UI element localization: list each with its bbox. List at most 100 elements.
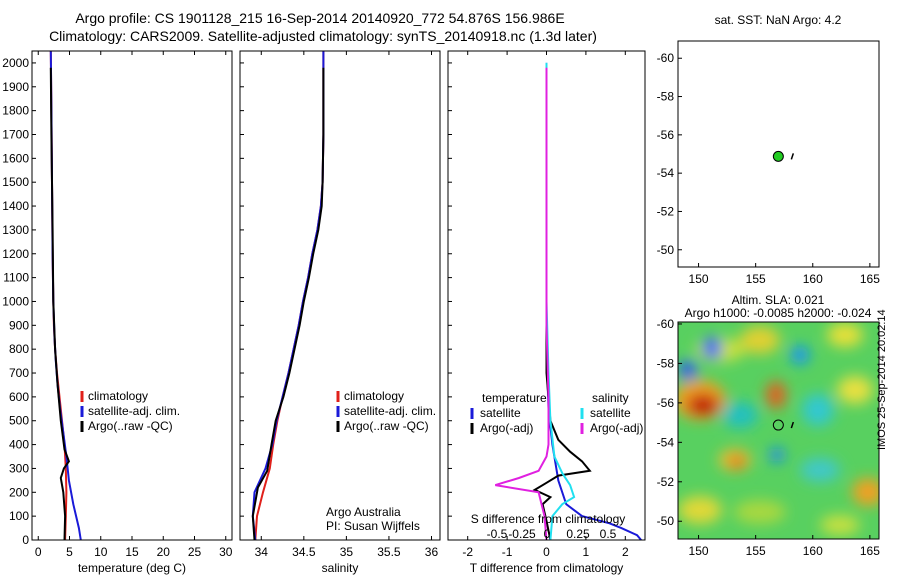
y-tick-label: -56 xyxy=(657,396,675,410)
series-line-salinity-2 xyxy=(251,67,325,541)
y-tick-label: 1600 xyxy=(2,151,29,165)
x-tick-label: -2 xyxy=(462,545,473,559)
legend-label: Argo(-adj) xyxy=(480,421,533,435)
x-tick-label: 150 xyxy=(689,272,709,286)
x-tick-label-S: -0.25 xyxy=(508,527,536,541)
x-tick-label: 155 xyxy=(746,272,766,286)
x-tick-label: 36 xyxy=(425,545,439,559)
y-tick-label: 1800 xyxy=(2,104,29,118)
y-tick-label: 1100 xyxy=(3,271,29,285)
series-line-differences-3 xyxy=(495,67,550,541)
plot-frame-temperature xyxy=(31,50,233,541)
x-tick-label-S: 0.5 xyxy=(600,527,617,541)
float-track xyxy=(790,153,795,160)
y-tick-label: 1300 xyxy=(2,223,29,237)
figure-title-line1: Argo profile: CS 1901128_215 16-Sep-2014… xyxy=(75,10,565,26)
sla-map-title-line2: Argo h1000: -0.0085 h2000: -0.024 xyxy=(685,306,872,320)
x-tick-label: -1 xyxy=(502,545,513,559)
x-tick-label-S: 0.25 xyxy=(566,527,590,541)
y-tick-label: -54 xyxy=(657,166,675,180)
x-tick-label: 34.5 xyxy=(292,545,316,559)
y-tick-label: -52 xyxy=(657,475,675,489)
x-axis-label-top: S difference from climatology xyxy=(471,512,626,526)
x-tick-label: 155 xyxy=(746,544,766,558)
y-tick-label: 1200 xyxy=(2,247,29,261)
y-tick-label: -60 xyxy=(657,51,675,65)
y-tick-label: 100 xyxy=(9,509,29,523)
legend-group-title: salinity xyxy=(592,391,629,405)
float-position-marker xyxy=(772,419,784,431)
x-tick-label: 165 xyxy=(860,272,880,286)
timestamp-stamp: IMOS 25-Sep-2014 20:02:14 xyxy=(876,309,888,450)
x-tick-label-S: -0.5 xyxy=(487,527,508,541)
x-tick-label: 25 xyxy=(188,545,202,559)
x-tick-label: 0 xyxy=(35,545,42,559)
y-tick-label: 1400 xyxy=(2,199,29,213)
y-tick-label: 300 xyxy=(9,461,29,475)
x-tick-label: 150 xyxy=(689,544,709,558)
x-tick-label: 160 xyxy=(803,272,823,286)
x-tick-label: 30 xyxy=(219,545,233,559)
series-line-differences-1 xyxy=(532,67,592,541)
legend-label: Argo(..raw -QC) xyxy=(344,419,429,433)
panel-salinity xyxy=(239,50,441,541)
float-track xyxy=(790,421,795,429)
y-tick-label: 1500 xyxy=(2,175,29,189)
x-tick-label: 34 xyxy=(255,545,269,559)
sla-map-title-line1: Altim. SLA: 0.021 xyxy=(732,293,825,307)
panel-differences xyxy=(447,50,646,541)
legend-label: satellite-adj. clim. xyxy=(344,404,436,418)
y-tick-label: 700 xyxy=(9,366,29,380)
x-tick-label: 0 xyxy=(543,545,550,559)
x-axis-label-salinity: salinity xyxy=(322,561,359,575)
y-tick-label: 2000 xyxy=(2,56,29,70)
y-tick-label: -52 xyxy=(657,204,675,218)
legend-label: Argo(-adj) xyxy=(590,421,643,435)
y-tick-label: -56 xyxy=(657,128,675,142)
y-tick-label: 900 xyxy=(9,318,29,332)
y-tick-label: -50 xyxy=(657,243,675,257)
legend-label: satellite xyxy=(590,406,631,420)
figure-title-line2: Climatology: CARS2009. Satellite-adjuste… xyxy=(49,28,597,44)
series-line-differences-2 xyxy=(545,62,576,541)
y-tick-label: -54 xyxy=(657,435,675,449)
sla-heatmap xyxy=(678,322,879,539)
x-tick-label: 20 xyxy=(157,545,171,559)
affiliation-note: PI: Susan Wijffels xyxy=(326,519,420,533)
x-tick-label-S: 0 xyxy=(544,527,551,541)
plot-frame-salinity xyxy=(239,50,441,541)
y-tick-label: 0 xyxy=(22,533,29,547)
panel-temperature xyxy=(31,50,233,541)
legend-label: Argo(..raw -QC) xyxy=(88,419,173,433)
y-tick-label: -60 xyxy=(657,317,675,331)
y-tick-label: -50 xyxy=(657,514,675,528)
legend-label: climatology xyxy=(344,389,404,403)
legend-label: satellite-adj. clim. xyxy=(88,404,180,418)
x-tick-label: 165 xyxy=(860,544,880,558)
x-tick-label: 1 xyxy=(583,545,590,559)
y-tick-label: 1700 xyxy=(2,127,29,141)
series-line-temperature-2 xyxy=(49,67,71,541)
y-tick-label: -58 xyxy=(657,90,675,104)
y-tick-label: -58 xyxy=(657,356,675,370)
map-frame-sla-map xyxy=(677,321,880,540)
legend-label: climatology xyxy=(88,389,148,403)
series-line-salinity-1 xyxy=(251,51,325,541)
x-tick-label: 5 xyxy=(66,545,73,559)
legend-group-title: temperature xyxy=(482,391,547,405)
x-axis-label-differences: T difference from climatology xyxy=(470,561,624,575)
y-tick-label: 500 xyxy=(9,414,29,428)
sst-map-title: sat. SST: NaN Argo: 4.2 xyxy=(715,13,842,27)
y-tick-label: 200 xyxy=(9,485,29,499)
x-tick-label: 160 xyxy=(803,544,823,558)
y-tick-label: 1000 xyxy=(2,294,29,308)
y-tick-label: 800 xyxy=(9,342,29,356)
legend-label: satellite xyxy=(480,406,521,420)
y-tick-label: 1900 xyxy=(2,80,29,94)
x-tick-label: 35.5 xyxy=(377,545,401,559)
float-position-marker xyxy=(772,150,784,162)
x-tick-label: 15 xyxy=(125,545,139,559)
map-frame-sst-map xyxy=(677,40,880,268)
x-tick-label: 10 xyxy=(94,545,108,559)
